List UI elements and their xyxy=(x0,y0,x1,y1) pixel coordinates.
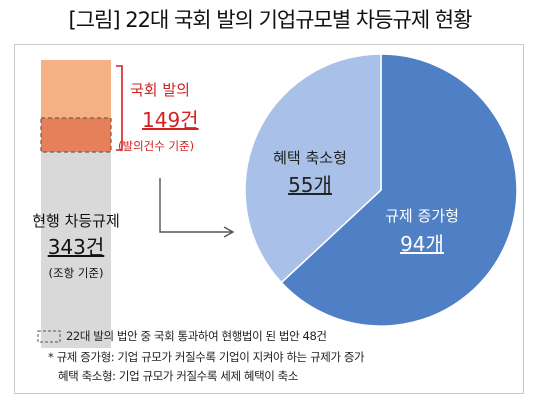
increase-value: 94개 xyxy=(400,232,444,256)
increase-label: 규제 증가형 xyxy=(385,207,459,225)
connector-arrowhead xyxy=(223,226,235,238)
connector-line xyxy=(159,178,232,233)
figure-title: [그림] 22대 국회 발의 기업규모별 차등규제 현황 xyxy=(68,8,473,32)
bill-basis: (발의건수 기준) xyxy=(118,139,194,153)
footnote-increase: * 규제 증가형: 기업 규모가 커질수록 기업이 지켜야 하는 규제가 증가 xyxy=(48,350,365,364)
current-value: 343건 xyxy=(48,235,105,259)
pie-slice-increase xyxy=(280,53,518,327)
footnote-benefit: 혜택 축소형: 기업 규모가 커질수록 세제 혜택이 축소 xyxy=(58,369,299,383)
bill-bracket xyxy=(116,65,123,151)
bill-label: 국회 발의 xyxy=(130,81,190,99)
current-basis: (조항 기준) xyxy=(49,266,104,280)
pie-slice-benefit xyxy=(244,53,382,284)
current-label: 현행 차등규제 xyxy=(32,212,120,230)
dashed-legend-swatch xyxy=(37,330,61,343)
pie-chart xyxy=(244,53,518,327)
benefit-label: 혜택 축소형 xyxy=(273,149,347,167)
benefit-value: 55개 xyxy=(288,173,332,197)
enacted-overlap-box xyxy=(40,117,112,153)
bill-value: 149건 xyxy=(142,108,199,132)
dashed-note: 22대 발의 법안 중 국회 통과하여 현행법이 된 법안 48건 xyxy=(66,329,327,343)
